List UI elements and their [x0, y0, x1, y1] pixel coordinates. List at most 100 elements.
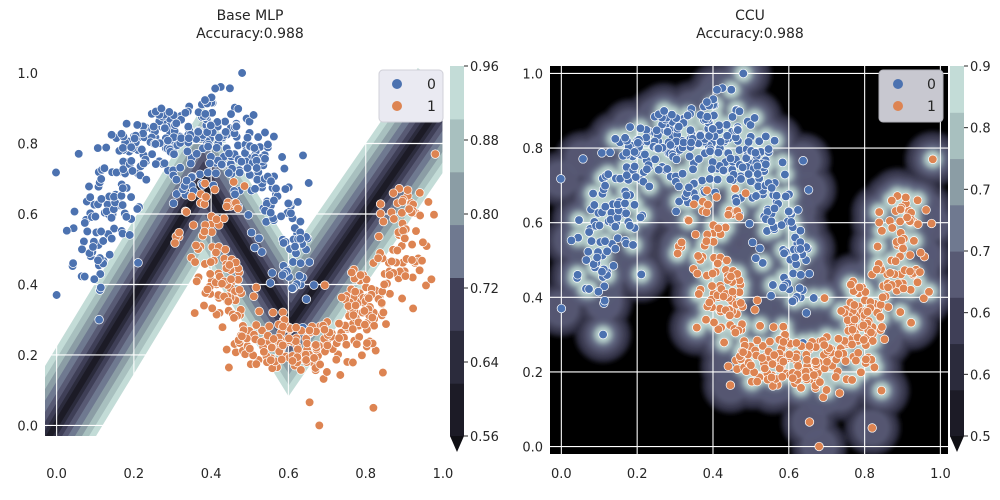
scatter-point [243, 210, 254, 220]
scatter-point [642, 164, 652, 174]
ccu-plot-area [550, 66, 948, 454]
scatter-point [635, 212, 646, 222]
scatter-point [341, 340, 351, 350]
scatter-point [403, 185, 413, 195]
scatter-point [225, 83, 235, 93]
scatter-point [210, 184, 220, 195]
scatter-point [94, 315, 104, 325]
scatter-point [631, 172, 641, 182]
scatter-point [121, 212, 132, 222]
scatter-point [322, 367, 332, 377]
scatter-point [350, 287, 360, 297]
scatter-point [640, 149, 650, 160]
scatter-point [301, 294, 312, 304]
scatter-point [599, 281, 609, 291]
scatter-point [121, 119, 132, 129]
scatter-point [309, 353, 319, 363]
scatter-point [276, 211, 286, 221]
scatter-point [309, 280, 319, 290]
scatter-point [384, 270, 395, 280]
scatter-point [260, 154, 270, 164]
scatter-point [278, 321, 288, 332]
base-mlp-legend-label-1: 1 [427, 99, 436, 115]
scatter-point [733, 125, 743, 135]
scatter-point [389, 214, 399, 224]
scatter-point [290, 241, 300, 252]
scatter-point [287, 283, 297, 293]
scatter-point [85, 192, 95, 202]
scatter-point [364, 293, 374, 303]
series-0 [556, 68, 819, 348]
scatter-point [320, 280, 330, 290]
base-mlp-colorbar: 0.560.640.720.800.880.96 [450, 60, 499, 452]
scatter-point [211, 168, 221, 178]
y-tick-label: 0.0 [17, 419, 38, 434]
scatter-point [357, 350, 367, 360]
scatter-point [793, 205, 803, 215]
scatter-point [600, 236, 610, 246]
scatter-point [260, 127, 270, 138]
base-mlp-plot-area [45, 66, 443, 436]
scatter-point [381, 319, 391, 329]
scatter-point [96, 282, 106, 293]
scatter-point [407, 239, 417, 250]
scatter-point [278, 238, 289, 248]
colorbar-segment [450, 383, 464, 437]
scatter-point [127, 166, 138, 176]
scatter-point [118, 143, 128, 153]
scatter-point [743, 137, 754, 147]
scatter-point [734, 106, 745, 116]
scatter-point [226, 274, 236, 284]
scatter-point [203, 167, 213, 178]
colorbar-segment [450, 330, 464, 384]
scatter-point [397, 196, 407, 207]
scatter-point [761, 159, 771, 169]
scatter-point [662, 164, 672, 174]
scatter-point [224, 362, 234, 373]
scatter-point [348, 324, 358, 334]
scatter-point [170, 238, 180, 248]
scatter-point [556, 174, 566, 184]
scatter-point [277, 270, 288, 280]
scatter-point [277, 152, 287, 162]
scatter-point [222, 344, 232, 355]
base-mlp-legend-marker-1 [392, 101, 402, 111]
scatter-point [610, 244, 621, 254]
scatter-point [293, 344, 303, 354]
colorbar-tick-label: 0.72 [470, 282, 499, 297]
scatter-point [600, 181, 610, 191]
scatter-point [93, 255, 103, 265]
scatter-point [245, 344, 255, 354]
scatter-point [685, 125, 696, 135]
scatter-point [388, 188, 399, 198]
scatter-point [284, 333, 294, 344]
scatter-point [727, 112, 738, 122]
scatter-point [602, 246, 612, 256]
scatter-point [171, 118, 181, 128]
base-mlp-y-ticks: 0.00.20.40.60.81.0 [17, 67, 38, 434]
scatter-point [174, 227, 184, 238]
scatter-point [107, 233, 117, 244]
scatter-point [620, 198, 630, 209]
scatter-point [583, 247, 593, 257]
scatter-point [375, 209, 386, 219]
scatter-point [182, 146, 193, 157]
base-mlp-legend: 0 1 [378, 69, 444, 123]
scatter-point [224, 168, 234, 178]
scatter-point [674, 122, 684, 132]
scatter-point [89, 274, 99, 284]
scatter-point [263, 139, 273, 150]
scatter-point [753, 169, 763, 179]
scatter-point [610, 222, 620, 232]
scatter-point [163, 135, 173, 146]
scatter-point [296, 365, 306, 375]
scatter-point [593, 287, 604, 297]
scatter-point [267, 268, 277, 278]
scatter-point [337, 292, 347, 303]
scatter-point [250, 184, 260, 194]
scatter-point [150, 139, 161, 149]
scatter-point [755, 243, 765, 254]
scatter-point [206, 257, 216, 267]
scatter-point [217, 279, 227, 289]
scatter-point [738, 162, 748, 172]
